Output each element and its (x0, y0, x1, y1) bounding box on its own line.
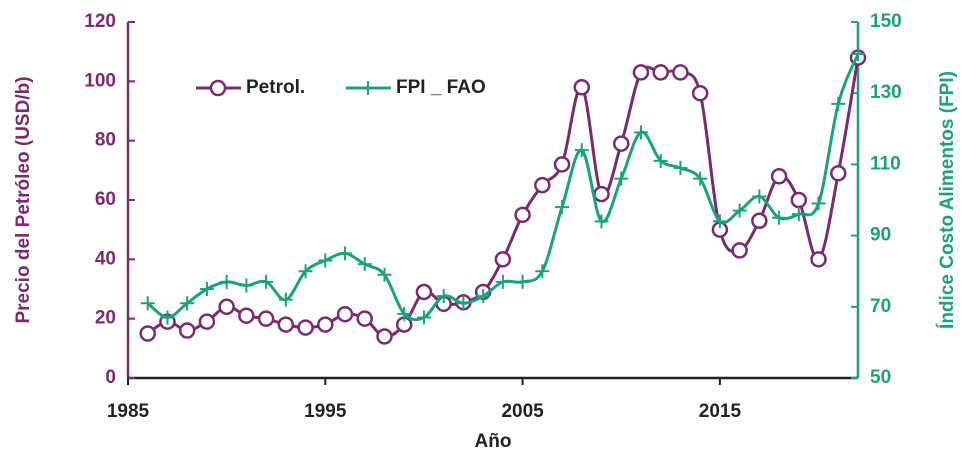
point (851, 47, 865, 62)
point (555, 200, 570, 215)
point (614, 171, 629, 186)
point (593, 185, 610, 203)
x-tick-label: 1985 (107, 401, 150, 422)
point (594, 214, 609, 229)
point (436, 289, 451, 304)
point (140, 296, 155, 311)
point (534, 176, 551, 194)
point (238, 307, 255, 324)
point (514, 206, 531, 224)
y-axis-label: Precio del Petróleo (USD/b) (13, 76, 34, 323)
point (219, 274, 234, 289)
point (318, 253, 333, 268)
legend-marker (361, 81, 375, 95)
point (752, 189, 767, 204)
y-tick-label: 20 (95, 308, 116, 329)
point (415, 283, 433, 301)
point (632, 64, 650, 81)
point (198, 313, 216, 330)
point (178, 322, 196, 339)
point (574, 143, 589, 158)
y2-tick-label: 70 (870, 296, 891, 317)
y2-tick-label: 110 (870, 153, 901, 174)
point (336, 305, 354, 323)
point (298, 264, 313, 279)
point (160, 310, 175, 325)
point (397, 306, 412, 321)
point (633, 125, 648, 140)
point (257, 310, 275, 327)
point (693, 171, 708, 186)
point (535, 264, 550, 279)
point (494, 251, 512, 268)
x-tick-label: 2005 (501, 401, 544, 422)
point (495, 274, 510, 289)
y2-tick-label: 50 (870, 367, 891, 388)
point (239, 278, 254, 293)
y-tick-label: 0 (105, 367, 116, 388)
point (712, 214, 727, 229)
point (673, 160, 688, 175)
y-tick-label: 80 (95, 130, 116, 151)
point (811, 196, 826, 211)
point (791, 207, 806, 222)
point (751, 212, 768, 230)
point (357, 257, 372, 272)
point (416, 310, 431, 325)
point (672, 64, 689, 81)
point (259, 274, 274, 289)
point (180, 296, 195, 311)
point (139, 325, 156, 342)
point (317, 316, 334, 333)
x-tick-label: 2015 (699, 401, 742, 422)
point (376, 328, 393, 345)
y2-tick-label: 90 (870, 225, 891, 246)
y-tick-label: 40 (95, 248, 116, 269)
point (277, 316, 295, 333)
y-tick-label: 60 (95, 189, 116, 210)
series-line (146, 57, 860, 339)
point (770, 168, 788, 185)
point (297, 319, 314, 336)
y2-tick-label: 150 (870, 11, 902, 32)
y2-axis-label: Índice Costo Alimentos (FPI) (936, 71, 958, 329)
legend-label: Petrol. (246, 77, 305, 98)
y-tick-label: 120 (84, 11, 116, 32)
point (377, 267, 392, 282)
point (810, 251, 827, 268)
point (199, 282, 214, 296)
point (612, 135, 630, 152)
point (790, 191, 808, 209)
point (830, 165, 847, 182)
y2-tick-label: 130 (870, 82, 902, 103)
point (356, 310, 374, 327)
point (731, 242, 748, 259)
point (831, 96, 846, 111)
legend-label: FPI _ FAO (396, 77, 486, 98)
point (732, 203, 747, 218)
point (553, 156, 571, 173)
x-tick-label: 1995 (304, 401, 347, 422)
point (691, 84, 709, 102)
point (573, 79, 591, 96)
point (456, 296, 471, 311)
point (338, 246, 353, 261)
point (278, 292, 293, 307)
point (476, 289, 491, 304)
point (653, 153, 668, 168)
legend-marker (209, 79, 227, 97)
y-tick-label: 100 (84, 70, 116, 91)
point (772, 210, 787, 225)
point (218, 298, 235, 316)
x-axis-label: Año (475, 431, 512, 452)
point (652, 64, 669, 81)
point (515, 274, 530, 289)
